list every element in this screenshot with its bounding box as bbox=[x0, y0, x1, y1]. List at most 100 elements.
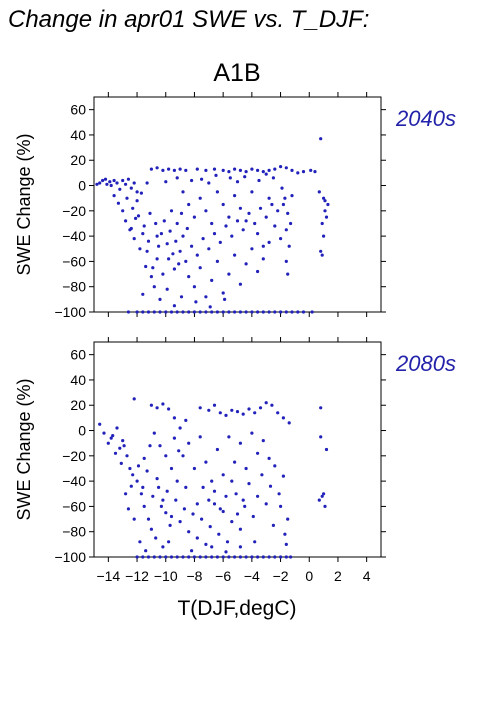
scatter-point bbox=[215, 447, 219, 452]
scatter-point bbox=[198, 406, 202, 410]
scatter-point bbox=[171, 252, 175, 256]
x-tick-label: −14 bbox=[96, 568, 120, 584]
scatter-point bbox=[181, 555, 185, 559]
scatter-point bbox=[135, 555, 139, 559]
scatter-point bbox=[204, 460, 208, 464]
scatter-point bbox=[320, 253, 324, 257]
scatter-point bbox=[218, 507, 222, 511]
scatter-point bbox=[135, 310, 139, 314]
scatter-point bbox=[161, 272, 165, 276]
scatter-point bbox=[238, 441, 242, 445]
x-tick-label: −6 bbox=[215, 568, 231, 584]
scatter-point bbox=[212, 403, 217, 407]
y-tick-label: −20 bbox=[62, 448, 86, 464]
scatter-point bbox=[322, 492, 326, 496]
x-tick-label: 0 bbox=[305, 568, 313, 584]
scatter-point bbox=[276, 209, 280, 213]
scatter-point bbox=[165, 489, 169, 493]
scatter-point bbox=[256, 232, 260, 236]
x-tick-label: 4 bbox=[363, 568, 371, 584]
scatter-point bbox=[244, 466, 248, 471]
scatter-point bbox=[279, 310, 283, 314]
scatter-point bbox=[95, 182, 99, 186]
scatter-point bbox=[177, 449, 181, 453]
scatter-point bbox=[108, 180, 112, 184]
scatter-point bbox=[158, 297, 162, 301]
scatter-point bbox=[250, 167, 254, 171]
scatter-point bbox=[221, 473, 225, 477]
scatter-point bbox=[105, 182, 109, 186]
scatter-point bbox=[207, 498, 211, 502]
scatter-point bbox=[210, 479, 214, 483]
y-axis-label: SWE Change (%) bbox=[14, 378, 34, 520]
scatter-point bbox=[122, 444, 126, 448]
scatter-point bbox=[221, 202, 225, 207]
scatter-point bbox=[155, 234, 159, 238]
scatter-point bbox=[158, 310, 162, 314]
y-tick-label: −80 bbox=[62, 279, 86, 295]
scatter-point bbox=[267, 310, 271, 314]
y-tick-label: −20 bbox=[62, 203, 86, 219]
scatter-point bbox=[191, 512, 195, 516]
scatter-point bbox=[279, 165, 283, 169]
scatter-point bbox=[204, 168, 208, 172]
scatter-point bbox=[224, 494, 228, 498]
scatter-point bbox=[192, 466, 196, 471]
scatter-point bbox=[161, 168, 165, 172]
scatter-point bbox=[126, 177, 130, 181]
scatter-point bbox=[215, 555, 219, 559]
scatter-point bbox=[113, 451, 118, 455]
scatter-point bbox=[135, 190, 139, 194]
scatter-point bbox=[221, 555, 225, 559]
scatter-point bbox=[179, 211, 184, 215]
y-tick-label: 60 bbox=[70, 347, 86, 363]
scatter-point bbox=[98, 422, 102, 426]
scatter-point bbox=[218, 240, 222, 244]
x-tick-label: −4 bbox=[244, 568, 260, 584]
x-tick-label: −8 bbox=[186, 568, 202, 584]
scatter-point bbox=[195, 253, 199, 257]
scatter-point bbox=[184, 485, 188, 489]
scatter-point bbox=[243, 504, 247, 508]
scatter-point bbox=[164, 310, 168, 314]
scatter-point bbox=[264, 401, 268, 405]
scatter-point bbox=[251, 514, 255, 519]
scatter-point bbox=[296, 171, 300, 175]
scatter-point bbox=[289, 221, 293, 226]
scatter-point bbox=[290, 194, 294, 198]
scatter-point bbox=[121, 178, 125, 183]
scatter-point bbox=[179, 295, 184, 299]
scatter-point bbox=[238, 545, 242, 549]
scatter-point bbox=[267, 196, 271, 200]
scatter-point bbox=[241, 412, 245, 416]
scatter-point bbox=[250, 555, 254, 559]
scatter-point bbox=[174, 498, 178, 502]
scatter-point bbox=[221, 310, 225, 314]
scatter-point bbox=[167, 540, 171, 544]
scatter-point bbox=[326, 202, 330, 207]
scatter-point bbox=[175, 479, 179, 483]
scatter-point bbox=[129, 226, 133, 231]
scatter-point bbox=[215, 259, 219, 263]
scatter-point bbox=[221, 168, 225, 172]
scatter-point bbox=[190, 549, 194, 553]
scatter-point bbox=[281, 416, 285, 420]
scatter-point bbox=[233, 253, 237, 257]
scatter-point bbox=[167, 407, 171, 411]
scatter-point bbox=[271, 523, 275, 528]
scatter-point bbox=[145, 469, 149, 473]
scatter-point bbox=[323, 199, 327, 203]
scatter-point bbox=[256, 168, 260, 172]
scatter-point bbox=[121, 439, 125, 443]
scatter-point bbox=[204, 555, 208, 559]
scatter-point bbox=[256, 310, 260, 314]
scatter-point bbox=[177, 262, 181, 266]
scatter-point bbox=[125, 454, 129, 458]
scatter-point bbox=[118, 446, 122, 450]
scatter-point bbox=[253, 411, 257, 415]
scatter-point bbox=[164, 454, 168, 458]
scatter-point bbox=[181, 234, 185, 238]
y-tick-label: −40 bbox=[62, 473, 86, 489]
scatter-point bbox=[195, 167, 199, 171]
